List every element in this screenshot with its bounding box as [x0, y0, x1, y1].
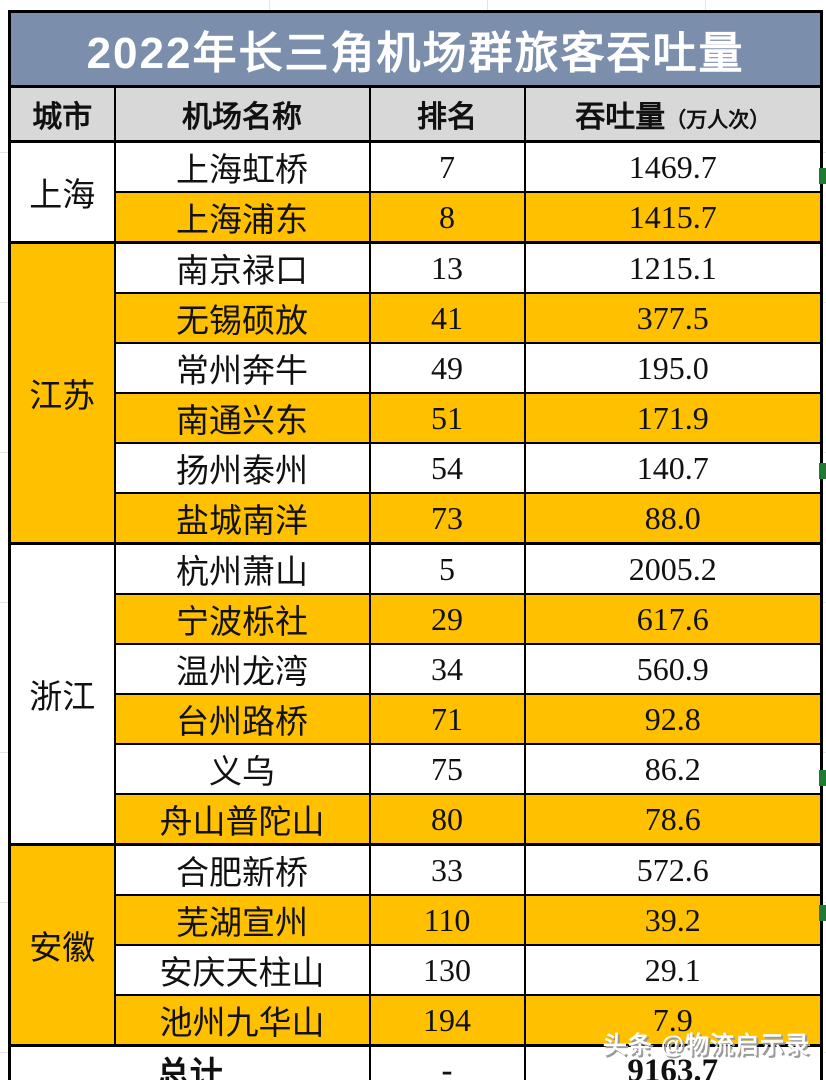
total-rank: - — [368, 1044, 526, 1080]
rank-cell: 110 — [368, 894, 526, 946]
table-row: 上海浦东 8 1415.7 — [10, 191, 823, 244]
city-cell: 浙江 — [8, 542, 116, 846]
value-cell: 29.1 — [523, 944, 823, 996]
value-cell: 88.0 — [523, 492, 823, 545]
value-cell: 86.2 — [523, 743, 823, 795]
total-row: 总计 - 9163.7 — [8, 1044, 823, 1080]
airport-cell: 合肥新桥 — [113, 843, 371, 896]
table-row: 安徽 合肥新桥 33 572.6 — [8, 843, 823, 1047]
airport-cell: 杭州萧山 — [113, 542, 371, 595]
rank-cell: 73 — [368, 492, 526, 545]
header-row: 城市 机场名称 排名 吞吐量（万人次） — [8, 85, 823, 143]
table-row: 池州九华山 194 7.9 — [10, 994, 823, 1047]
value-cell: 1469.7 — [523, 140, 823, 193]
value-cell: 377.5 — [523, 292, 823, 344]
airport-cell: 芜湖宣州 — [113, 894, 371, 946]
table-row: 台州路桥 71 92.8 — [10, 693, 823, 745]
airport-cell: 南京禄口 — [113, 241, 371, 294]
airport-cell: 盐城南洋 — [113, 492, 371, 545]
rank-cell: 75 — [368, 743, 526, 795]
rank-cell: 51 — [368, 392, 526, 444]
table-row: 浙江 杭州萧山 5 2005.2 — [8, 542, 823, 846]
column-header-city: 城市 — [8, 85, 116, 143]
rank-cell: 8 — [368, 191, 526, 244]
total-label: 总计 — [8, 1044, 371, 1080]
green-fill-artifact — [819, 168, 826, 184]
table-row: 常州奔牛 49 195.0 — [10, 342, 823, 394]
airport-cell: 扬州泰州 — [113, 442, 371, 494]
city-cell: 上海 — [8, 140, 116, 244]
airport-cell: 南通兴东 — [113, 392, 371, 444]
value-cell: 7.9 — [523, 994, 823, 1047]
table-row: 盐城南洋 73 88.0 — [10, 492, 823, 545]
watermark: 头条 @物流启示录 — [602, 1032, 810, 1059]
rank-cell: 49 — [368, 342, 526, 394]
value-cell: 78.6 — [523, 793, 823, 846]
city-cell: 安徽 — [8, 843, 116, 1047]
column-header-airport: 机场名称 — [113, 85, 371, 143]
rank-cell: 34 — [368, 643, 526, 695]
table-row: 安庆天柱山 130 29.1 — [10, 944, 823, 996]
throughput-label: 吞吐量 — [575, 101, 666, 134]
value-cell: 1415.7 — [523, 191, 823, 244]
table-body: 2022年长三角机场群旅客吞吐量 城市 机场名称 排名 吞吐量（万人次） 上海上… — [7, 10, 824, 1080]
value-cell: 171.9 — [523, 392, 823, 444]
page-title: 2022年长三角机场群旅客吞吐量 — [7, 10, 824, 88]
rank-cell: 54 — [368, 442, 526, 494]
value-cell: 2005.2 — [523, 542, 823, 595]
rank-cell: 41 — [368, 292, 526, 344]
airport-cell: 台州路桥 — [113, 693, 371, 745]
table-row: 温州龙湾 34 560.9 — [10, 643, 823, 695]
airport-cell: 舟山普陀山 — [113, 793, 371, 846]
throughput-unit-label: （万人次） — [665, 108, 771, 132]
rank-cell: 13 — [368, 241, 526, 294]
airport-throughput-table: 2022年长三角机场群旅客吞吐量 城市 机场名称 排名 吞吐量（万人次） 上海上… — [7, 10, 824, 1080]
table-row: 江苏 南京禄口 13 1215.1 — [8, 241, 823, 545]
value-cell: 140.7 — [523, 442, 823, 494]
rank-cell: 130 — [368, 944, 526, 996]
column-header-throughput: 吞吐量（万人次） — [523, 85, 823, 143]
table-row: 无锡硕放 41 377.5 — [10, 292, 823, 344]
table-row: 舟山普陀山 80 78.6 — [10, 793, 823, 846]
value-cell: 560.9 — [523, 643, 823, 695]
table-row: 上海 上海虹桥 7 1469.7 — [8, 140, 823, 244]
rank-cell: 71 — [368, 693, 526, 745]
rank-cell: 7 — [368, 140, 526, 193]
green-fill-artifact — [819, 463, 826, 479]
table-row: 南通兴东 51 171.9 — [10, 392, 823, 444]
city-cell: 江苏 — [8, 241, 116, 545]
value-cell: 92.8 — [523, 693, 823, 745]
rank-cell: 80 — [368, 793, 526, 846]
value-cell: 572.6 — [523, 843, 823, 896]
airport-cell: 无锡硕放 — [113, 292, 371, 344]
value-cell: 39.2 — [523, 894, 823, 946]
green-fill-artifact — [819, 770, 826, 786]
airport-cell: 温州龙湾 — [113, 643, 371, 695]
rank-cell: 29 — [368, 593, 526, 645]
rank-cell: 5 — [368, 542, 526, 595]
airport-cell: 上海浦东 — [113, 191, 371, 244]
airport-cell: 池州九华山 — [113, 994, 371, 1047]
value-cell: 1215.1 — [523, 241, 823, 294]
table-row: 义乌 75 86.2 — [10, 743, 823, 795]
airport-cell: 常州奔牛 — [113, 342, 371, 394]
airport-cell: 义乌 — [113, 743, 371, 795]
airport-cell: 安庆天柱山 — [113, 944, 371, 996]
column-header-rank: 排名 — [368, 85, 526, 143]
green-fill-artifact — [819, 905, 826, 921]
total-value: 9163.7 — [523, 1044, 823, 1080]
value-cell: 617.6 — [523, 593, 823, 645]
value-cell: 195.0 — [523, 342, 823, 394]
title-row: 2022年长三角机场群旅客吞吐量 — [7, 10, 824, 88]
rank-cell: 33 — [368, 843, 526, 896]
airport-cell: 宁波栎社 — [113, 593, 371, 645]
airport-cell: 上海虹桥 — [113, 140, 371, 193]
table-row: 扬州泰州 54 140.7 — [10, 442, 823, 494]
rank-cell: 194 — [368, 994, 526, 1047]
table-row: 芜湖宣州 110 39.2 — [10, 894, 823, 946]
table-row: 宁波栎社 29 617.6 — [10, 593, 823, 645]
